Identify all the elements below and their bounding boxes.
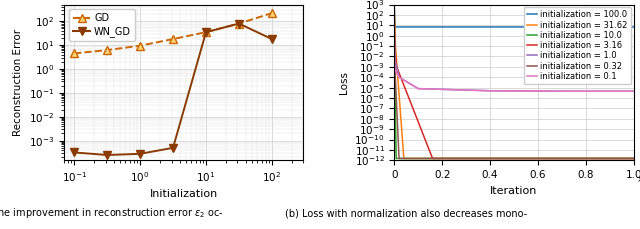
initialization = 0.32 xyxy=(630,157,637,160)
X-axis label: Iteration: Iteration xyxy=(490,185,538,196)
Y-axis label: Reconstruction Error: Reconstruction Error xyxy=(13,29,23,136)
initialization = 3.16 xyxy=(429,157,436,160)
X-axis label: Initialization: Initialization xyxy=(150,189,218,199)
Legend: GD, WN_GD: GD, WN_GD xyxy=(69,9,135,41)
initialization = 100.0 xyxy=(391,26,399,28)
Line: initialization = 31.62: initialization = 31.62 xyxy=(394,6,634,158)
Y-axis label: Loss: Loss xyxy=(339,71,349,94)
initialization = 0.1 xyxy=(630,90,637,93)
initialization = 1.0 xyxy=(486,89,494,92)
initialization = 10.0 xyxy=(390,58,398,61)
initialization = 0.32 xyxy=(391,69,399,71)
initialization = 31.62 xyxy=(392,45,399,47)
initialization = 31.62 xyxy=(630,157,637,160)
initialization = 0.1 xyxy=(486,89,494,92)
initialization = 0.1 xyxy=(558,90,566,93)
initialization = 100.0 xyxy=(390,5,398,8)
Text: $\times10^6$: $\times10^6$ xyxy=(636,173,640,185)
initialization = 1.0 xyxy=(630,90,637,93)
initialization = 0.1 xyxy=(396,76,403,79)
Line: initialization = 0.1: initialization = 0.1 xyxy=(394,48,634,91)
initialization = 31.62 xyxy=(390,5,398,8)
initialization = 1.0 xyxy=(391,58,399,61)
initialization = 1.0 xyxy=(390,26,398,28)
initialization = 0.32 xyxy=(396,157,403,160)
initialization = 100.0 xyxy=(630,26,637,28)
Line: initialization = 3.16: initialization = 3.16 xyxy=(394,18,634,158)
Line: initialization = 10.0: initialization = 10.0 xyxy=(394,12,634,158)
initialization = 3.16 xyxy=(390,17,398,19)
Line: initialization = 100.0: initialization = 100.0 xyxy=(394,6,634,27)
initialization = 10.0 xyxy=(392,157,400,160)
initialization = 0.1 xyxy=(390,46,398,49)
initialization = 1.0 xyxy=(414,87,422,90)
initialization = 3.16 xyxy=(630,157,637,160)
initialization = 3.16 xyxy=(391,48,399,51)
Legend: initialization = 100.0, initialization = 31.62, initialization = 10.0, initializ: initialization = 100.0, initialization =… xyxy=(524,7,631,84)
Text: (b) Loss with normalization also decreases mono-: (b) Loss with normalization also decreas… xyxy=(285,208,527,218)
initialization = 3.16 xyxy=(393,65,401,68)
initialization = 0.1 xyxy=(414,87,422,90)
initialization = 1.0 xyxy=(396,76,403,79)
initialization = 1.0 xyxy=(558,90,566,93)
initialization = 10.0 xyxy=(390,11,398,13)
initialization = 0.1 xyxy=(391,69,399,71)
Line: initialization = 1.0: initialization = 1.0 xyxy=(394,27,634,91)
Line: initialization = 0.32: initialization = 0.32 xyxy=(394,37,634,158)
initialization = 31.62 xyxy=(400,157,408,160)
initialization = 10.0 xyxy=(630,157,637,160)
initialization = 31.62 xyxy=(391,19,399,22)
initialization = 0.32 xyxy=(390,36,398,39)
Text: (a) The improvement in reconstruction error $\varepsilon_2$ oc-: (a) The improvement in reconstruction er… xyxy=(0,206,223,220)
